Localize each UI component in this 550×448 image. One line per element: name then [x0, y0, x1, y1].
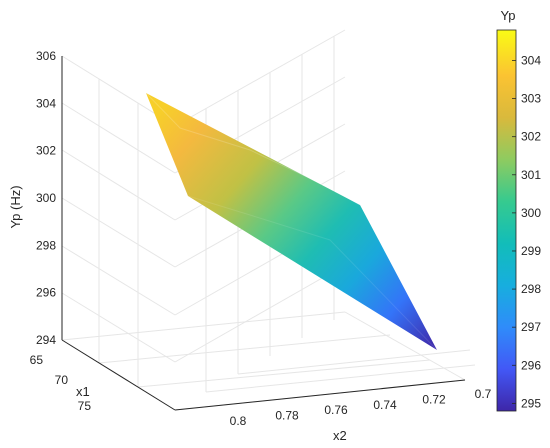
y-tick-label: 65	[30, 353, 44, 367]
z-tick-label: 304	[36, 96, 56, 110]
x-axis-label: x2	[333, 428, 347, 443]
surface-ridge	[145, 92, 361, 206]
z-tick-label: 306	[36, 49, 56, 63]
z-tick-label: 300	[36, 191, 56, 205]
surface-ridge	[187, 195, 438, 351]
z-axis-label: Yp (Hz)	[8, 185, 23, 228]
colorbar-tick-label: 303	[521, 92, 541, 106]
colorbar-tick-label: 297	[521, 320, 541, 334]
colorbar-tick-label: 296	[521, 358, 541, 372]
x-tick-labels: 0.8 0.78 0.76 0.74 0.72 0.7	[230, 387, 492, 428]
y-tick-labels: 65 70 75	[30, 353, 92, 413]
axis-lines	[61, 56, 466, 411]
y-tick-label: 70	[55, 373, 69, 387]
colorbar: Yp 295 296 297 298 299 300 301 302 303 304	[496, 8, 541, 412]
z-tick-label: 296	[36, 286, 56, 300]
colorbar-tick-labels: 295 296 297 298 299 300 301 302 303 304	[512, 53, 541, 410]
colorbar-title: Yp	[501, 8, 516, 23]
x-tick-label: 0.72	[422, 392, 446, 406]
colorbar-gradient	[496, 29, 517, 412]
z-tick-labels: 294 296 298 300 302 304 306	[36, 49, 56, 347]
colorbar-tick-label: 295	[521, 396, 541, 410]
x-tick-label: 0.7	[475, 387, 492, 401]
colorbar-tick-label: 299	[521, 244, 541, 258]
colorbar-tick-label: 300	[521, 206, 541, 220]
z-tick-label: 294	[36, 333, 56, 347]
z-tick-label: 302	[36, 144, 56, 158]
y-tick-label: 75	[78, 399, 92, 413]
colorbar-tick-label: 302	[521, 130, 541, 144]
surface-patch	[146, 93, 437, 350]
x-tick-label: 0.8	[230, 414, 247, 428]
y-axis-label: x1	[76, 384, 90, 399]
x-tick-label: 0.76	[324, 403, 348, 417]
colorbar-tick-label: 304	[521, 53, 541, 67]
colorbar-tick-label: 301	[521, 168, 541, 182]
x-tick-label: 0.74	[373, 398, 397, 412]
x-tick-label: 0.78	[275, 409, 299, 423]
colorbar-tick-label: 298	[521, 282, 541, 296]
grid-lines	[61, 29, 476, 411]
z-tick-label: 298	[36, 238, 56, 252]
surface	[145, 92, 438, 351]
